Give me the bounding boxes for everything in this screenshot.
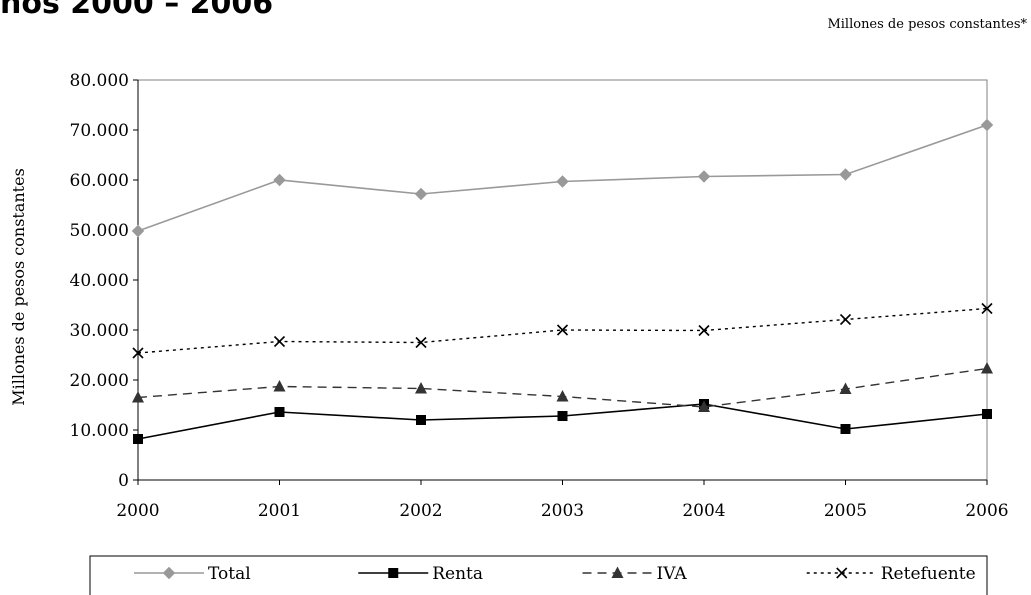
y-tick-label: 40.000 [70,271,129,291]
x-marker-stroke [273,335,286,348]
data-point-iva [839,382,852,394]
legend-swatch-marker [162,566,176,580]
data-point-iva [981,362,993,374]
x-tick-label: 2004 [682,501,725,521]
data-point-iva [132,391,144,403]
legend-label: IVA [657,564,688,584]
x-tick-label: 2003 [541,501,584,521]
x-marker-stroke [132,347,144,359]
y-tick-label: 60.000 [70,171,129,191]
data-point-total [697,170,711,183]
data-point-renta [557,411,568,421]
y-tick-label: 80.000 [70,71,129,91]
data-point-renta [416,415,426,425]
x-marker-stroke [556,324,569,336]
chart-heading: ños 2000 – 2006 [0,0,274,21]
data-point-renta [274,407,285,417]
data-point-renta [840,424,851,434]
data-point-retefuente [132,347,144,359]
x-tick-label: 2005 [824,501,867,521]
data-point-iva [415,382,427,394]
x-tick-label: 2000 [116,501,159,521]
y-tick-label: 30.000 [70,321,129,341]
data-point-renta [133,434,143,444]
series-layer [131,118,994,444]
series-retefuente [132,302,993,359]
x-tick-label: 2001 [258,501,301,521]
legend-swatch-marker [611,566,624,578]
y-tick-label: 10.000 [70,421,129,441]
data-point-total [131,224,145,238]
series-iva [132,362,993,412]
data-point-total [414,187,428,201]
legend-entry-iva: IVA [582,564,688,584]
data-point-retefuente [839,313,852,326]
x-tick-label: 2006 [965,501,1008,521]
data-point-retefuente [273,335,286,348]
legend-label: Total [208,564,251,584]
y-tick-label: 70.000 [70,121,129,141]
axes: 0 10.000 20.000 30.000 40.000 50.000 60.000 70.… [70,71,1009,521]
data-point-iva [556,390,569,402]
x-marker-stroke [836,567,848,579]
data-point-total [980,118,994,132]
data-point-total [273,173,286,187]
data-point-iva [273,380,286,392]
data-point-total [839,168,852,181]
legend-entry-renta: Renta [358,564,483,584]
legend-label: Renta [432,564,483,584]
legend-entry-retefuente: Retefuente [806,564,976,584]
data-point-iva [698,400,710,412]
data-point-retefuente [698,324,710,337]
series-line-renta [137,403,988,440]
x-marker-stroke [981,302,993,315]
legend-swatch-marker [836,567,848,579]
units-note: Millones de pesos constantes* [827,17,1027,32]
data-point-retefuente [981,302,993,315]
legend-entry-total: Total [134,564,251,584]
legend-label: Retefuente [881,564,976,584]
x-marker-stroke [698,324,710,337]
legend-swatch-marker [388,568,399,578]
y-tick-label: 50.000 [70,221,129,241]
x-tick-label: 2002 [399,501,442,521]
series-total [131,118,994,238]
x-marker-stroke [415,336,427,349]
y-tick-label: 20.000 [70,371,129,391]
legend-box [89,555,988,595]
y-axis-label: Millones de pesos constantes [9,168,28,406]
legend: Total Renta IVA Retefuente [89,555,988,595]
y-tick-label: 0 [118,471,129,491]
data-point-total [556,175,569,188]
data-point-renta [982,409,992,419]
series-renta [133,399,992,444]
data-point-retefuente [415,336,427,349]
data-point-retefuente [556,324,569,336]
x-marker-stroke [839,313,852,326]
